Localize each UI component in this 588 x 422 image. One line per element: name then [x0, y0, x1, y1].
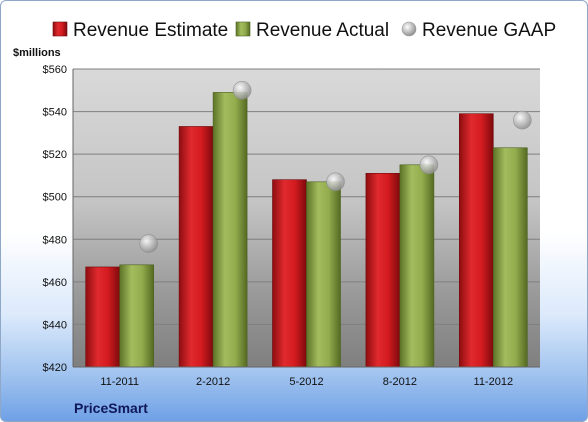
- y-tick-label: $540: [43, 107, 67, 119]
- bar-revenue-estimate-11-2012: [458, 113, 494, 368]
- bar-revenue-actual-2-2012: [212, 92, 248, 368]
- x-tick-label: 2-2012: [196, 376, 230, 388]
- y-tick-label: $500: [43, 192, 67, 204]
- y-tick-label: $460: [43, 277, 67, 289]
- legend-swatch-revenue-estimate: [52, 21, 68, 37]
- y-axis: $420 $440 $460 $480 $500 $520 $540 $560: [43, 64, 74, 374]
- point-revenue-gaap-11-2011: [139, 234, 158, 253]
- y-tick-label: $480: [43, 234, 67, 246]
- bar-revenue-estimate-2-2012: [178, 126, 214, 368]
- y-tick-label: $420: [43, 362, 67, 374]
- legend-label-revenue-actual: Revenue Actual: [256, 20, 389, 41]
- bar-revenue-estimate-5-2012: [272, 179, 307, 368]
- legend-label-revenue-gaap: Revenue GAAP: [422, 20, 556, 41]
- x-tick-label: 11-2011: [100, 376, 139, 388]
- y-tick-label: $440: [43, 319, 67, 331]
- bar-revenue-estimate-11-2011: [85, 266, 120, 368]
- footer-brand: PriceSmart: [74, 400, 148, 416]
- chart-legend: Revenue Estimate Revenue Actual Revenue GA…: [52, 20, 556, 41]
- legend-label-revenue-estimate: Revenue Estimate: [73, 20, 228, 41]
- bar-revenue-actual-8-2012: [399, 164, 435, 368]
- x-axis: 11-2011 2-2012 5-2012 8-2012 11-2012: [73, 366, 540, 388]
- bar-revenue-actual-5-2012: [306, 181, 341, 368]
- point-revenue-gaap-2-2012: [232, 80, 252, 100]
- bar-revenue-actual-11-2011: [119, 264, 154, 368]
- legend-item-revenue-actual: Revenue Actual: [235, 20, 389, 41]
- x-tick-label: 8-2012: [383, 376, 417, 388]
- legend-swatch-revenue-gaap: [401, 21, 417, 37]
- point-revenue-gaap-11-2012: [512, 110, 532, 130]
- x-tick-label: 5-2012: [289, 376, 323, 388]
- x-tick-label: 11-2012: [474, 376, 514, 388]
- legend-swatch-revenue-actual: [235, 21, 251, 37]
- legend-item-revenue-estimate: Revenue Estimate: [52, 20, 228, 41]
- bars-layer: [85, 92, 528, 368]
- gaap-points-layer: [139, 80, 532, 253]
- bar-revenue-estimate-8-2012: [365, 173, 401, 368]
- legend-item-revenue-gaap: Revenue GAAP: [401, 20, 556, 41]
- y-tick-label: $520: [43, 149, 67, 161]
- point-revenue-gaap-5-2012: [326, 172, 345, 192]
- point-revenue-gaap-8-2012: [419, 155, 439, 175]
- y-axis-label: $millions: [13, 47, 61, 59]
- y-tick-label: $560: [43, 64, 67, 76]
- bar-revenue-actual-11-2012: [492, 147, 528, 368]
